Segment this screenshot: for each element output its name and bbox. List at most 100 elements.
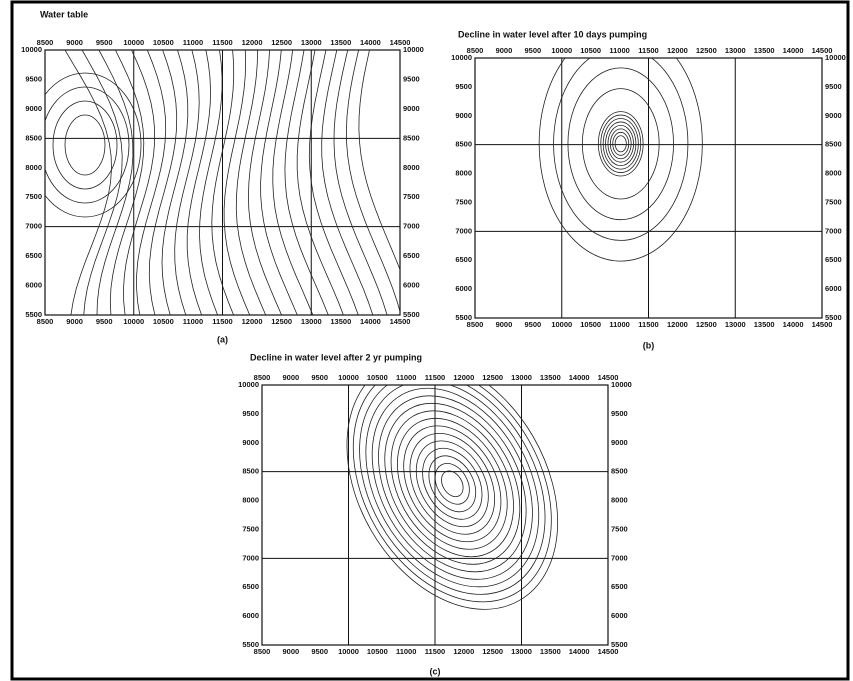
contour-line [223,50,251,315]
contour-line [434,463,470,505]
contour-line [333,50,388,315]
y-tick-label: 7500 [825,197,842,206]
x-tick-label: 9000 [496,320,513,329]
contour-line [45,72,142,218]
y-tick-label: 10000 [451,53,472,62]
x-tick-label: 10500 [367,373,388,382]
contour-line [352,385,552,603]
y-tick-label: 10000 [611,380,632,389]
contour-line [422,447,483,520]
y-tick-label: 7000 [825,226,842,235]
x-tick-label: 14500 [390,317,411,326]
x-tick-label: 10000 [551,46,572,55]
contour-line [409,432,496,535]
y-tick-label: 8000 [25,163,42,172]
x-tick-label: 9000 [66,317,83,326]
x-tick-label: 14000 [783,320,804,329]
y-tick-label: 7000 [242,553,259,562]
x-tick-label: 13000 [725,46,746,55]
x-tick-label: 13500 [540,373,561,382]
x-tick-label: 8500 [467,320,484,329]
y-tick-label: 5500 [611,640,628,649]
y-tick-label: 6500 [242,582,259,591]
y-tick-label: 7000 [403,222,420,231]
contour-line [52,100,118,190]
x-tick-label: 14500 [812,320,833,329]
x-tick-label: 12500 [271,317,292,326]
y-tick-label: 8500 [611,467,628,476]
y-tick-label: 6500 [611,582,628,591]
y-tick-label: 7500 [242,524,259,533]
x-tick-label: 10000 [123,38,144,47]
contour-line [581,88,660,200]
y-tick-label: 7000 [611,553,628,562]
y-tick-label: 9500 [825,82,842,91]
x-tick-label: 9000 [496,46,513,55]
contour-line [538,58,703,262]
y-tick-label: 9500 [403,74,420,83]
y-tick-label: 6000 [455,284,472,293]
x-tick-label: 10500 [153,38,174,47]
y-tick-label: 7000 [25,222,42,231]
x-tick-label: 13000 [725,320,746,329]
y-tick-label: 8500 [242,467,259,476]
x-tick-label: 11500 [425,647,445,656]
y-tick-label: 6000 [611,611,628,620]
contour-line [186,50,211,315]
contour-line [136,50,167,315]
contour-line [612,131,630,156]
y-tick-label: 6000 [825,284,842,293]
y-tick-label: 6500 [825,255,842,264]
contour-line [390,410,514,558]
y-tick-label: 6500 [455,255,472,264]
y-tick-label: 7500 [611,524,628,533]
contour-line [428,455,477,513]
x-tick-label: 12500 [271,38,292,47]
panel-title: Decline in water level after 10 days pum… [458,29,647,39]
y-tick-label: 6000 [25,281,42,290]
contour-line [597,111,644,177]
x-tick-label: 14500 [598,647,619,656]
y-tick-label: 10000 [403,45,424,54]
x-tick-label: 12000 [242,317,263,326]
y-tick-label: 8000 [403,163,420,172]
x-tick-label: 12500 [696,46,717,55]
y-tick-label: 5500 [25,310,42,319]
y-tick-label: 8000 [825,169,842,178]
x-tick-label: 13000 [511,373,532,382]
x-tick-label: 10500 [580,320,601,329]
x-tick-label: 13500 [540,647,561,656]
y-tick-label: 9000 [611,438,628,447]
contour-line [45,86,130,204]
y-tick-label: 5500 [825,313,842,322]
contour-line [384,402,521,565]
x-tick-label: 11500 [212,38,232,47]
x-tick-label: 11500 [425,373,445,382]
x-tick-label: 12500 [482,373,503,382]
y-tick-label: 9000 [455,111,472,120]
y-tick-label: 9000 [403,104,420,113]
y-tick-label: 9500 [242,409,259,418]
contour-line [96,50,134,315]
contour-line [235,50,267,315]
contour-line [64,114,106,176]
x-tick-label: 11000 [609,46,629,55]
contour-line [123,50,155,315]
y-tick-label: 6000 [242,611,259,620]
contour-line [284,50,329,315]
x-tick-label: 11000 [396,373,416,382]
y-tick-label: 6500 [403,251,420,260]
x-tick-label: 8500 [37,38,54,47]
contour-line [211,50,235,315]
x-tick-label: 9000 [66,38,83,47]
y-tick-label: 5500 [242,640,259,649]
y-tick-label: 8500 [825,140,842,149]
contour-line [174,50,200,315]
panel: Decline in water level after 10 days pum… [451,29,846,350]
panel-title: Water table [40,9,88,19]
contour-line [403,425,502,543]
contour-line [247,50,282,315]
x-tick-label: 14000 [783,46,804,55]
contour-line [272,50,314,315]
